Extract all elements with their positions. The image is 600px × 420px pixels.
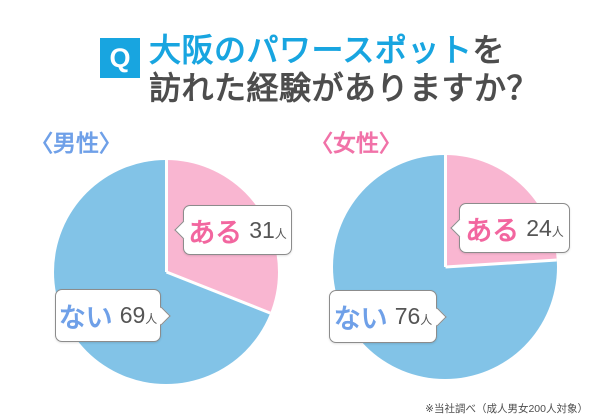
slice-label: ない (58, 303, 113, 333)
pie-divider-start (443, 155, 447, 267)
slice-value: 24人 (526, 214, 564, 241)
slice-value: 76人 (394, 303, 433, 329)
survey-footnote: ※当社調べ（成人男女200人対象） (425, 403, 588, 415)
pie-divider-end (165, 270, 271, 315)
group-label-female: 〈女性〉 (310, 130, 402, 156)
pie-chart-male (54, 160, 278, 384)
slice-label: ない (333, 304, 388, 334)
pie-chart-female (333, 155, 557, 379)
title-line-1: 大阪のパワースポットを (149, 31, 539, 69)
slice-value: 31人 (249, 216, 287, 243)
slice-label: ある (188, 217, 243, 248)
title-line-2: 訪れた経験がありますか？ (149, 70, 540, 106)
pie-divider-start (164, 160, 168, 272)
label-bubble-female-nai: ない 76人 (329, 290, 447, 343)
label-bubble-male-aru: ある 31人 (173, 205, 292, 255)
group-label-male: 〈男性〉 (30, 130, 122, 156)
title-highlight: 大阪のパワースポット (149, 32, 473, 68)
slice-label: ある (465, 215, 520, 246)
label-bubble-male-nai: ない 69人 (55, 289, 171, 342)
page-title: 大阪のパワースポットを 訪れた経験がありますか？ (149, 31, 539, 107)
label-bubble-female-aru: ある 24人 (449, 203, 570, 253)
slice-value: 69人 (119, 302, 158, 328)
pie-divider-end (444, 258, 557, 269)
question-badge: Q (100, 38, 140, 78)
title-suffix: を (472, 32, 505, 68)
